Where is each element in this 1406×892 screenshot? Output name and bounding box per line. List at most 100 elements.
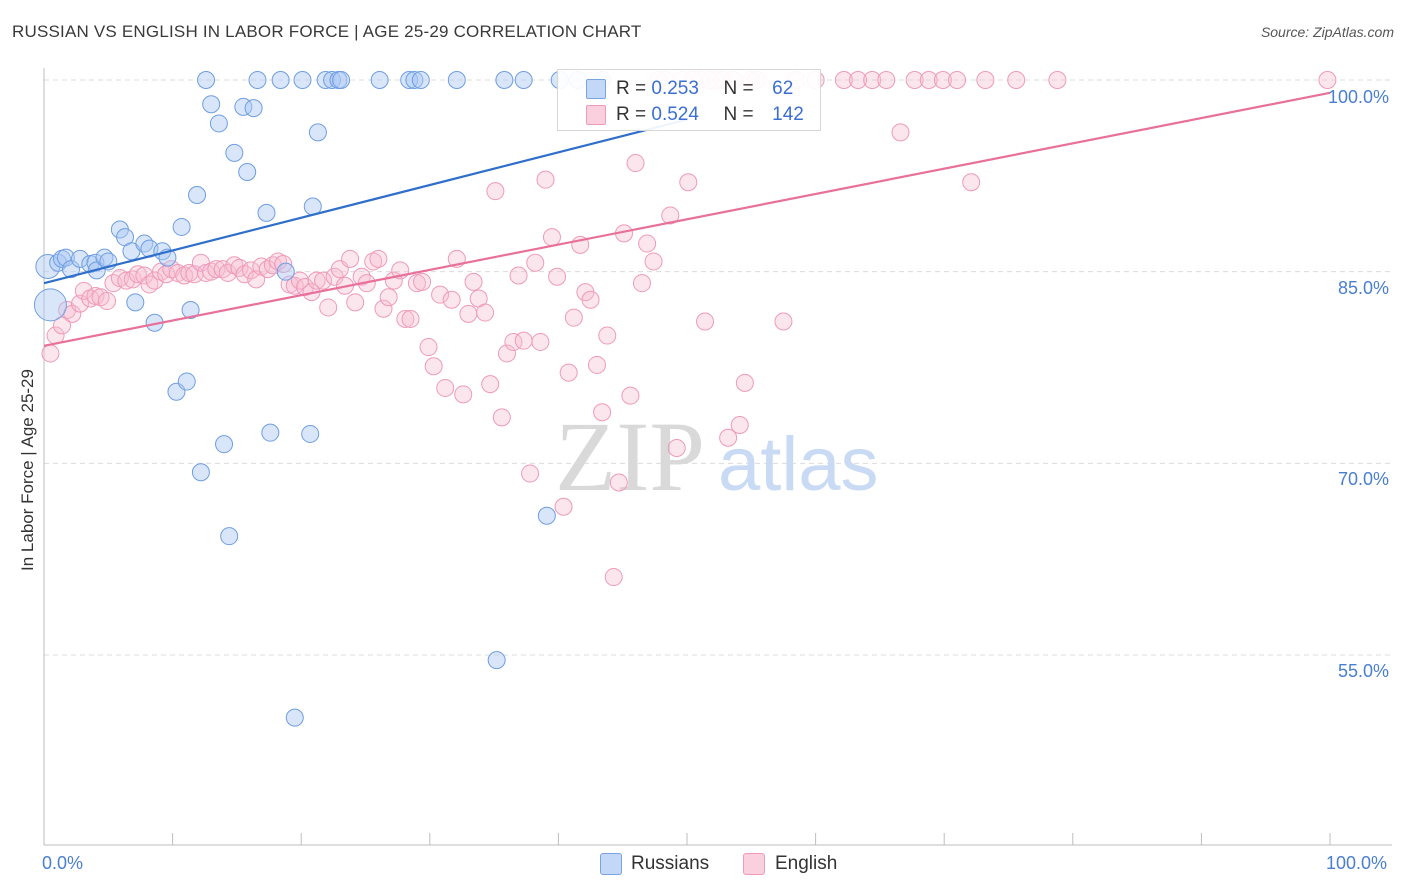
trend-lines xyxy=(43,91,1331,347)
english-point xyxy=(1007,71,1026,89)
russian-point xyxy=(225,143,244,162)
russian-point xyxy=(244,99,263,118)
english-point xyxy=(661,206,680,225)
english-point xyxy=(521,464,540,483)
legend-row-russians: R = 0.253 N = 62 xyxy=(558,77,820,101)
russian-point xyxy=(86,253,105,272)
english-point xyxy=(554,497,573,516)
x-axis-max-label: 100.0% xyxy=(1326,853,1388,873)
english-point xyxy=(948,71,967,89)
russian-point xyxy=(172,217,191,236)
russian-point xyxy=(487,651,506,670)
english-point xyxy=(849,71,868,89)
russian-point xyxy=(62,260,81,279)
russian-point xyxy=(181,301,200,319)
english-points xyxy=(41,71,1337,587)
english-point xyxy=(74,281,93,300)
russian-point xyxy=(411,71,430,89)
legend-n-value-russians: 62 xyxy=(772,78,794,99)
english-point xyxy=(123,270,142,289)
legend-r-label: R = xyxy=(616,78,647,99)
english-point xyxy=(98,292,117,311)
english-point xyxy=(962,173,981,192)
russians-trend-line xyxy=(43,118,688,285)
english-point xyxy=(679,173,698,192)
english-point xyxy=(644,252,663,271)
english-point xyxy=(564,308,583,327)
english-point xyxy=(364,252,383,271)
russian-point xyxy=(177,372,196,391)
legend-swatch-russians xyxy=(586,79,606,99)
russian-point xyxy=(209,114,228,133)
english-point xyxy=(877,71,896,89)
english-point xyxy=(396,309,415,328)
english-point xyxy=(632,274,651,293)
legend-n-value-english: 142 xyxy=(772,104,804,125)
russian-point xyxy=(188,186,207,204)
russian-point xyxy=(537,506,556,525)
english-point xyxy=(598,326,617,345)
russian-point xyxy=(71,249,90,268)
english-point xyxy=(581,290,600,309)
english-point xyxy=(476,303,495,322)
chart-title: RUSSIAN VS ENGLISH IN LABOR FORCE | AGE … xyxy=(12,22,642,41)
english-point xyxy=(442,290,461,309)
english-point xyxy=(341,249,360,268)
x-axis-min-label: 0.0% xyxy=(42,853,84,873)
watermark-atlas: atlas xyxy=(718,422,879,507)
correlation-legend: R = 0.253 N = 62 R = 0.524 N = 142 xyxy=(557,69,821,131)
english-point xyxy=(696,312,715,331)
english-point xyxy=(933,71,952,89)
russian-point xyxy=(308,123,327,142)
english-point xyxy=(638,234,657,253)
russian-point xyxy=(514,71,533,89)
english-point xyxy=(436,378,455,397)
english-point xyxy=(536,170,555,189)
russian-point xyxy=(293,71,312,89)
english-point xyxy=(1318,71,1337,89)
english-point xyxy=(481,375,500,394)
english-point xyxy=(497,344,516,363)
english-point xyxy=(774,312,793,331)
english-point xyxy=(609,473,628,492)
english-point xyxy=(863,71,882,89)
english-point xyxy=(225,256,244,275)
y-tick-label-100: 100.0% xyxy=(1328,87,1390,107)
english-point xyxy=(269,252,288,271)
english-point xyxy=(626,154,645,173)
english-point xyxy=(401,309,420,328)
english-point xyxy=(905,71,924,89)
english-point xyxy=(128,265,147,284)
english-point xyxy=(135,266,154,285)
russian-point xyxy=(56,248,75,267)
russian-point xyxy=(495,71,514,89)
english-point xyxy=(41,344,60,363)
english-point xyxy=(369,249,388,268)
russian-point xyxy=(220,527,239,546)
russian-point xyxy=(197,71,216,89)
russian-point xyxy=(447,71,466,89)
english-point xyxy=(191,253,210,272)
english-point xyxy=(719,428,738,447)
english-point xyxy=(548,267,567,286)
english-point xyxy=(319,298,338,317)
english-point xyxy=(514,331,533,350)
english-swatch xyxy=(743,853,765,875)
russian-point xyxy=(323,71,342,89)
y-axis-title: In Labor Force | Age 25-29 xyxy=(18,369,37,571)
english-point xyxy=(526,253,545,272)
english-point xyxy=(379,288,398,307)
english-point xyxy=(509,266,528,285)
english-point xyxy=(976,71,995,89)
russian-point xyxy=(33,288,67,322)
english-point xyxy=(374,299,393,318)
english-point xyxy=(307,271,326,290)
y-tick-label-70: 70.0% xyxy=(1338,469,1390,489)
english-point xyxy=(604,568,623,587)
english-point xyxy=(1048,71,1067,89)
russian-point xyxy=(316,71,335,89)
english-point xyxy=(454,385,473,404)
english-point xyxy=(667,439,686,457)
english-point xyxy=(559,363,578,382)
english-point xyxy=(419,338,438,357)
